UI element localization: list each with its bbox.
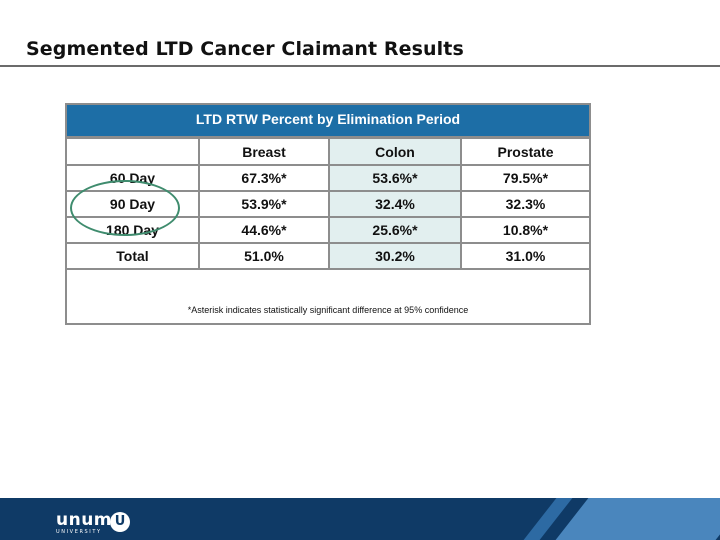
significance-footnote: *Asterisk indicates statistically signif… bbox=[187, 305, 469, 315]
cell-breast: 51.0% bbox=[198, 242, 330, 270]
table-spacer-row bbox=[67, 268, 589, 305]
column-header-breast: Breast bbox=[198, 139, 330, 166]
results-table-frame: LTD RTW Percent by Elimination Period Br… bbox=[65, 103, 591, 325]
highlight-circle bbox=[70, 180, 180, 236]
cell-colon: 53.6%* bbox=[328, 164, 462, 192]
table-row-total: Total 51.0% 30.2% 31.0% bbox=[67, 242, 589, 270]
logo-subtext: UNIVERSITY bbox=[56, 529, 102, 535]
table-header-row: Breast Colon Prostate bbox=[67, 139, 589, 166]
title-divider bbox=[0, 65, 720, 67]
table-title: LTD RTW Percent by Elimination Period bbox=[67, 105, 589, 139]
results-table: Breast Colon Prostate 60 Day 67.3%* 53.6… bbox=[67, 139, 589, 305]
row-label: Total bbox=[67, 242, 200, 270]
logo-wordmark: unum bbox=[56, 510, 113, 530]
column-header-colon: Colon bbox=[328, 139, 462, 166]
cell-colon: 32.4% bbox=[328, 190, 462, 218]
slide-title: Segmented LTD Cancer Claimant Results bbox=[26, 38, 464, 60]
cell-prostate: 79.5%* bbox=[460, 164, 589, 192]
cell-breast: 44.6%* bbox=[198, 216, 330, 244]
cell-colon: 25.6%* bbox=[328, 216, 462, 244]
footer-stripe bbox=[555, 498, 720, 540]
cell-prostate: 10.8%* bbox=[460, 216, 589, 244]
column-header-prostate: Prostate bbox=[460, 139, 589, 166]
cell-breast: 67.3%* bbox=[198, 164, 330, 192]
cell-colon: 30.2% bbox=[328, 242, 462, 270]
column-header-blank bbox=[67, 139, 200, 166]
cell-prostate: 31.0% bbox=[460, 242, 589, 270]
cell-breast: 53.9%* bbox=[198, 190, 330, 218]
cell-prostate: 32.3% bbox=[460, 190, 589, 218]
logo-badge-icon: U bbox=[110, 512, 130, 532]
